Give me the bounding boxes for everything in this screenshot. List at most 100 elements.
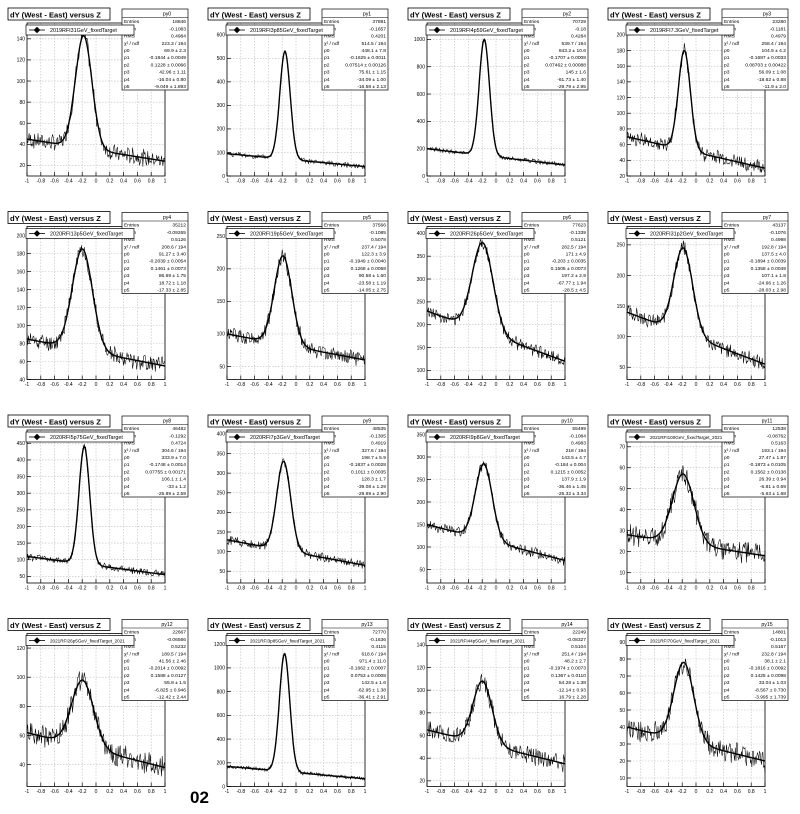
stats-label: RMS: [124, 441, 136, 447]
stats-label: p0: [724, 659, 730, 665]
x-tick-label: -0.8: [636, 382, 645, 388]
y-tick-label: 250: [217, 234, 226, 240]
stats-value: -0.1873 ± 0.0105: [749, 462, 786, 468]
legend-marker: [33, 26, 41, 34]
y-tick-label: 60: [19, 359, 25, 365]
stats-value: 0.1505 ± 0.0073: [551, 266, 587, 272]
legend-label: 2020RFI7p3GeV_fixedTarget: [250, 435, 320, 441]
x-tick-label: 0.4: [320, 382, 327, 388]
stats-label: p3: [724, 273, 730, 279]
y-tick-label: 300: [17, 491, 26, 497]
y-tick-label: 400: [17, 458, 26, 464]
y-tick-label: 600: [217, 713, 226, 719]
stats-label: χ² / ndf: [724, 244, 740, 250]
stats-label: p0: [124, 659, 130, 665]
x-tick-label: -0.8: [436, 382, 445, 388]
y-tick-label: 40: [619, 158, 625, 164]
x-tick-label: 0.4: [120, 789, 127, 795]
legend-box: [625, 635, 735, 646]
legend-label: 2021RFI44p5GeV_fixedTarget_2021: [450, 638, 525, 643]
stats-label: p4: [724, 484, 730, 490]
x-tick-label: 0: [295, 179, 298, 185]
stats-value: 0.08703 ± 0.00422: [745, 62, 786, 68]
y-tick-label: 140: [17, 37, 26, 43]
x-tick-label: 1: [564, 789, 567, 795]
stats-value: 43137: [772, 223, 786, 229]
stats-value: -14.05 ± 2.75: [357, 288, 386, 294]
y-tick-label: 600: [217, 33, 226, 39]
x-tick-label: -0.2: [78, 586, 87, 592]
chart-title: dY (West - East) versus Z: [410, 214, 501, 223]
y-tick-label: 80: [19, 704, 25, 710]
chart-title: dY (West - East) versus Z: [210, 214, 301, 223]
stats-label: p3: [124, 273, 130, 279]
stats-value: 137.5 ± 4.0: [762, 252, 787, 258]
legend-marker: [633, 230, 641, 237]
stats-label: p2: [724, 673, 730, 679]
x-tick-label: 1: [364, 179, 367, 185]
y-tick-label: 180: [17, 251, 26, 257]
x-tick-label: -0.6: [250, 382, 259, 388]
y-tick-label: 120: [417, 665, 426, 671]
stats-value: 70729: [572, 19, 586, 25]
stats-value: 0.1425 ± 0.0098: [751, 673, 787, 679]
x-tick-label: -0.4: [464, 179, 473, 185]
stats-value: 0.5078: [371, 237, 386, 243]
y-tick-label: 300: [417, 277, 426, 283]
stats-box: [521, 619, 589, 701]
legend-marker: [433, 230, 441, 237]
stats-value: 37566: [372, 223, 386, 229]
legend-label: 2019RFI4p59GeV_fixedTarget: [450, 28, 523, 34]
stats-value: 142.5 ± 1.6: [362, 680, 387, 686]
stats-value: 0.4983: [571, 441, 586, 447]
stats-label: p5: [324, 491, 330, 497]
stats-value: -6.81 ± 0.69: [760, 484, 786, 490]
y-tick-label: 250: [217, 491, 226, 497]
y-tick-label: 100: [217, 332, 226, 338]
y-tick-label: 1000: [414, 37, 425, 43]
chart-panel: -1 -0.8 -0.6 -0.4 -0.2 0 0.2 0.4 0.6 0.8 150100150…: [607, 211, 789, 388]
stats-label: p2: [324, 673, 330, 679]
x-tick-label: 0: [695, 586, 698, 592]
x-tick-label: -0.2: [478, 586, 487, 592]
y-tick-label: 40: [419, 756, 425, 762]
legend-box: [225, 431, 335, 443]
stats-value: 193.1 / 194: [762, 448, 787, 454]
x-tick-label: 1: [564, 382, 567, 388]
stats-label: p0: [524, 48, 530, 54]
stats-value: -0.1949 ± 0.0040: [349, 259, 386, 265]
x-tick-label: -0.2: [278, 789, 287, 795]
stats-label: p3: [124, 477, 130, 483]
stats-value: 0.1367 ± 0.0110: [551, 673, 586, 679]
y-tick-label: 500: [217, 56, 226, 62]
legend-marker: [433, 433, 441, 441]
x-tick-label: 0.2: [106, 789, 113, 795]
legend-marker: [633, 433, 641, 441]
stats-label: p1: [724, 259, 730, 265]
stats-value: -16.58 ± 2.13: [357, 84, 386, 90]
stats-value: -8.567 ± 0.730: [754, 687, 786, 693]
x-tick-label: -1: [225, 586, 230, 592]
legend-label: 2019RFI31GeV_fixedTarget: [50, 28, 117, 34]
x-tick-label: -0.6: [50, 382, 59, 388]
x-tick-label: -0.8: [236, 586, 245, 592]
x-tick-label: -0.2: [678, 179, 687, 185]
chart-title: dY (West - East) versus Z: [210, 621, 301, 630]
stats-value: -9.049 ± 1.893: [154, 84, 186, 90]
x-tick-label: 0.2: [706, 586, 713, 592]
stats-value: 843.2 ± 10.6: [559, 48, 586, 54]
stats-label: p5: [524, 695, 530, 701]
stats-value: 18.72 ± 1.18: [159, 280, 186, 286]
legend-marker: [33, 230, 41, 237]
stats-label: p0: [524, 455, 530, 461]
stats-label: χ² / ndf: [324, 41, 340, 47]
chart-panel: -1 -0.8 -0.6 -0.4 -0.2 0 0.2 0.4 0.6 0.8 1 0 200 400 6…: [207, 618, 389, 795]
x-tick-label: 0.6: [734, 179, 741, 185]
stats-label: p3: [124, 70, 130, 76]
x-tick-label: 0.4: [120, 179, 127, 185]
y-tick-label: 100: [17, 558, 26, 564]
stats-value: 0.07514 ± 0.00126: [345, 62, 386, 68]
stats-label: p5: [524, 84, 530, 90]
stats-value: 237.4 / 194: [362, 244, 387, 250]
stats-value: 128.3 ± 1.7: [362, 477, 387, 483]
